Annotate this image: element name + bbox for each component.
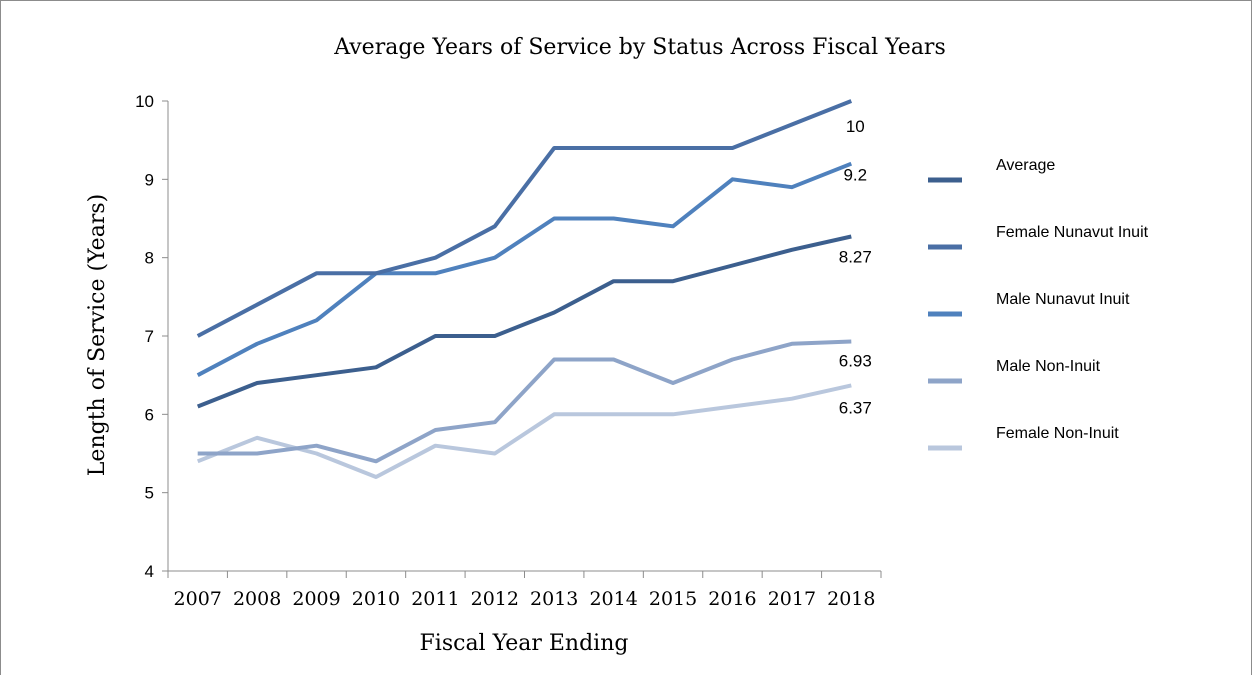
y-axis-label: Length of Service (Years) <box>85 194 110 476</box>
x-tick-label: 2010 <box>352 588 400 610</box>
chart-title: Average Years of Service by Status Acros… <box>333 35 946 60</box>
x-tick-label: 2013 <box>530 588 578 610</box>
series-line-female-non-inuit <box>196 383 852 479</box>
x-tick-label: 2014 <box>589 588 637 610</box>
series-line-average <box>196 234 852 409</box>
y-tick-label: 8 <box>145 249 154 268</box>
end-data-label: 9.2 <box>843 166 867 185</box>
legend-label: Male Non-Inuit <box>996 358 1101 375</box>
x-tick-label: 2015 <box>649 588 697 610</box>
end-labels: 8.27 10 9.2 6.93 6.37 <box>839 117 872 417</box>
series-line-female-nunavut-inuit <box>196 99 853 338</box>
legend: Average Female Nunavut Inuit Male Nunavut … <box>928 157 1149 451</box>
y-tick-label: 7 <box>145 327 154 346</box>
y-tick-label: 6 <box>145 405 154 424</box>
x-tick-label: 2011 <box>411 588 459 610</box>
legend-label: Average <box>996 157 1055 174</box>
y-tick-label: 9 <box>145 170 154 189</box>
y-tick-label: 10 <box>135 92 154 111</box>
end-data-label: 10 <box>846 117 865 136</box>
x-tick-label: 2016 <box>708 588 756 610</box>
legend-label: Male Nunavut Inuit <box>996 291 1130 308</box>
end-data-label: 8.27 <box>839 248 872 267</box>
x-axis-label: Fiscal Year Ending <box>420 631 629 656</box>
x-tick-label: 2009 <box>292 588 340 610</box>
x-tick-label: 2007 <box>174 588 222 610</box>
end-data-label: 6.93 <box>839 351 872 370</box>
x-tick-label: 2012 <box>471 588 519 610</box>
end-data-label: 6.37 <box>839 398 872 417</box>
legend-label: Female Non-Inuit <box>996 425 1119 442</box>
x-tick-label: 2017 <box>768 588 816 610</box>
x-tick-label: 2008 <box>233 588 281 610</box>
series-line-male-non-inuit <box>197 339 852 464</box>
legend-label: Female Nunavut Inuit <box>996 224 1149 241</box>
series-lines <box>196 99 853 479</box>
series-line-male-nunavut-inuit <box>196 161 853 377</box>
x-tick-label: 2018 <box>827 588 875 610</box>
y-tick-label: 5 <box>145 484 154 503</box>
axes: 4 5 6 7 8 9 10 2007 2008 2009 2010 2011 2012 2013 2014… <box>135 92 882 610</box>
y-tick-label: 4 <box>145 562 154 581</box>
